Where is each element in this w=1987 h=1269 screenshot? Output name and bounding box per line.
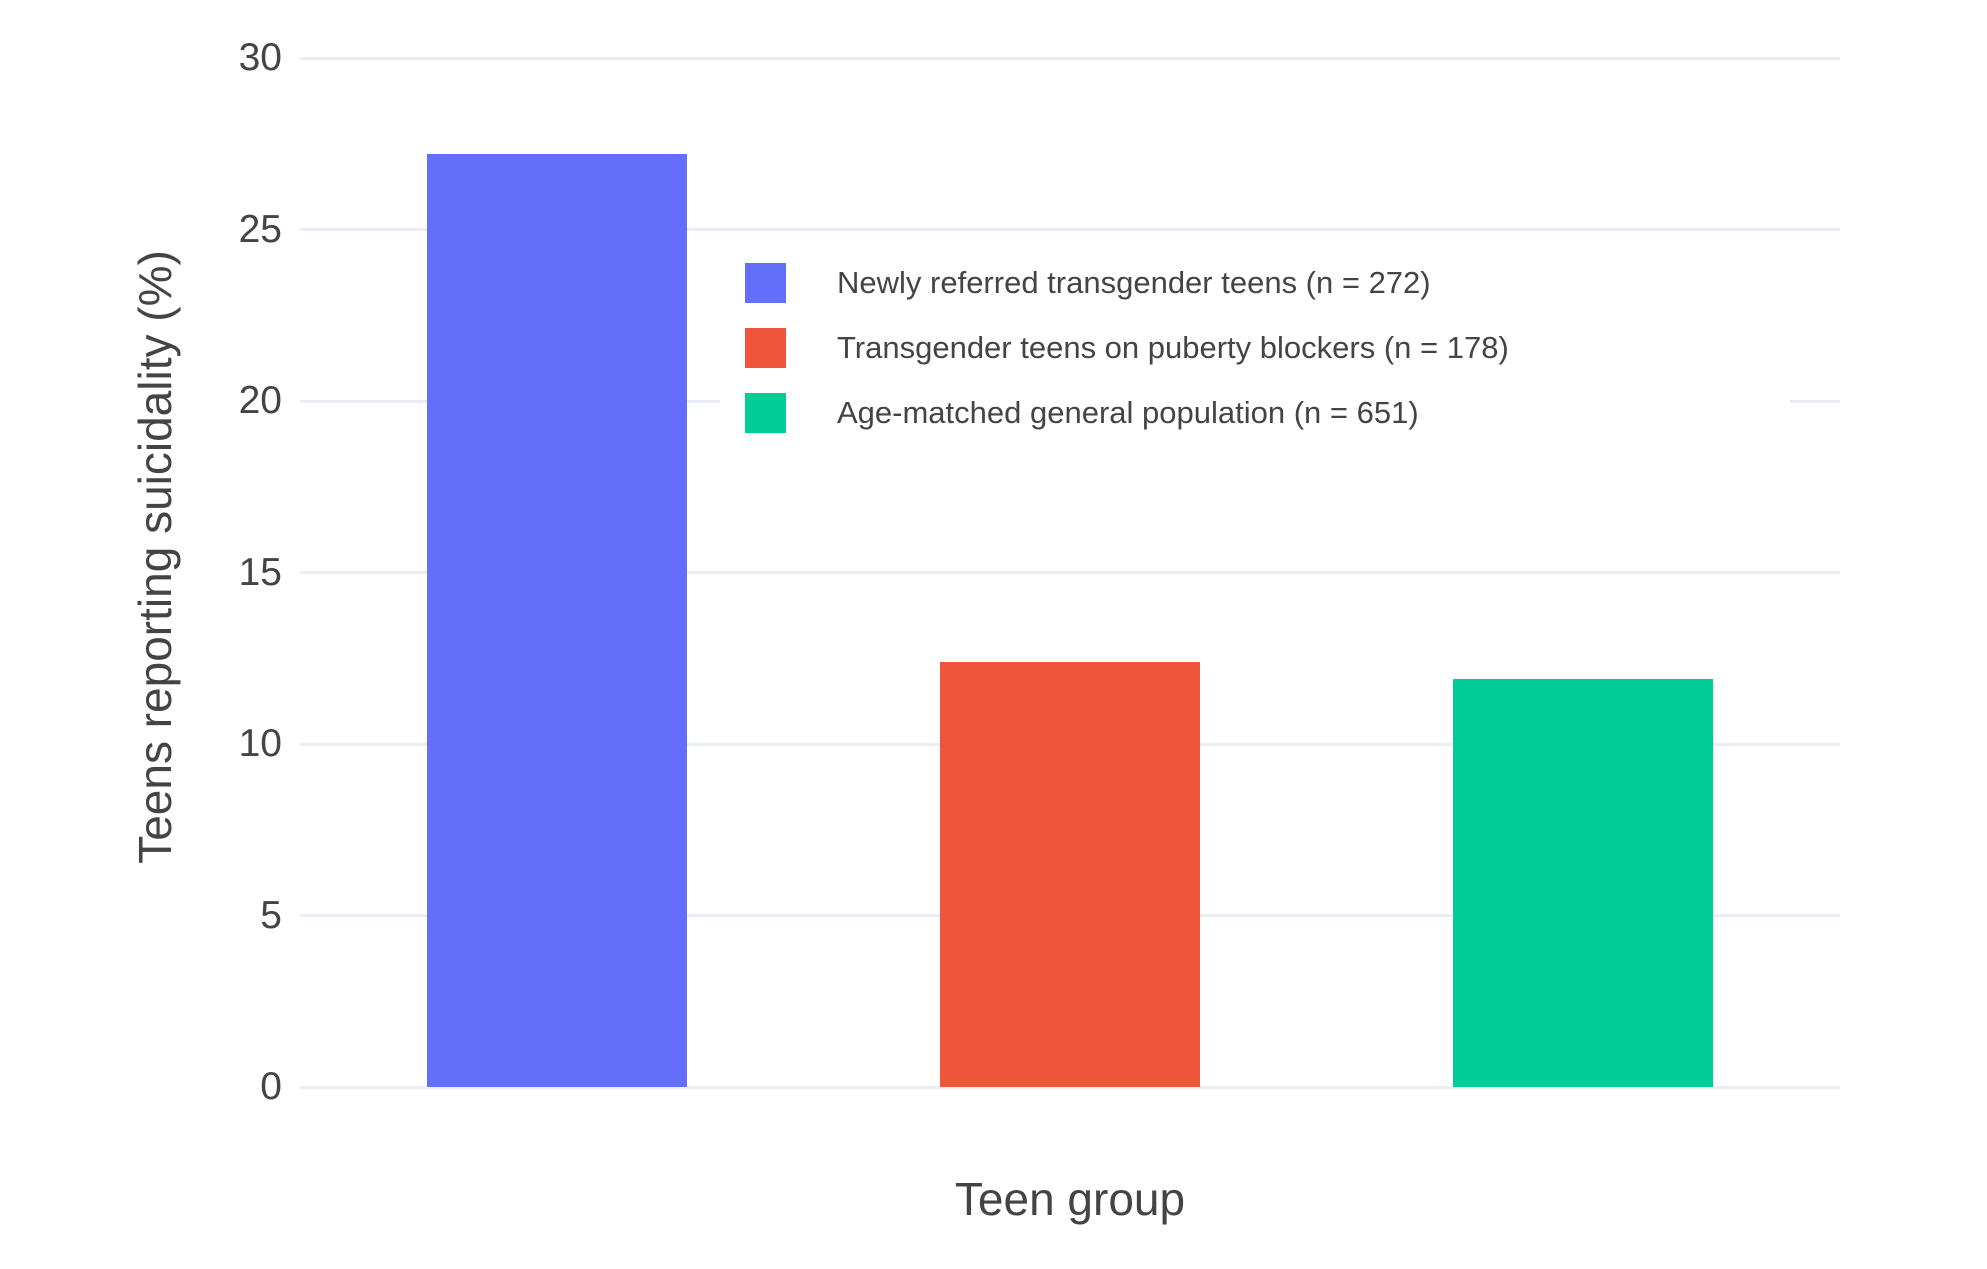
y-tick-label: 25 [238,208,282,251]
y-gridline [300,1086,1840,1089]
legend-color-swatch [745,262,786,303]
y-tick-label: 15 [238,551,282,594]
legend-color-swatch [745,392,786,433]
legend-color-swatch [745,327,786,368]
legend-item-age-matched-general-population-n-651[interactable]: Age-matched general population (n = 651) [745,380,1419,445]
legend-label: Newly referred transgender teens (n = 27… [837,264,1431,300]
bar-newly-referred-transgender-teens-n-272[interactable] [427,154,687,1087]
y-tick-label: 5 [260,894,282,937]
y-gridline [300,228,1840,231]
y-gridline [300,571,1840,574]
legend-item-transgender-teens-on-puberty-blockers-n-17[interactable]: Transgender teens on puberty blockers (n… [745,315,1509,380]
x-axis-title: Teen group [954,1173,1186,1225]
y-tick-label: 10 [238,722,282,765]
legend-label: Age-matched general population (n = 651) [837,394,1419,430]
legend-item-newly-referred-transgender-teens-n-272[interactable]: Newly referred transgender teens (n = 27… [745,250,1431,315]
y-tick-label: 30 [238,36,282,79]
y-tick-label: 0 [260,1065,282,1108]
y-axis-title: Teens reporting suicidality (%) [129,250,181,864]
legend: Newly referred transgender teens (n = 27… [720,250,1790,446]
y-gridline [300,57,1840,60]
bar-age-matched-general-population-n-651[interactable] [1453,679,1713,1087]
legend-label: Transgender teens on puberty blockers (n… [837,329,1509,365]
y-tick-label: 20 [238,379,282,422]
bar-transgender-teens-on-puberty-blockers-n-17[interactable] [940,662,1200,1087]
